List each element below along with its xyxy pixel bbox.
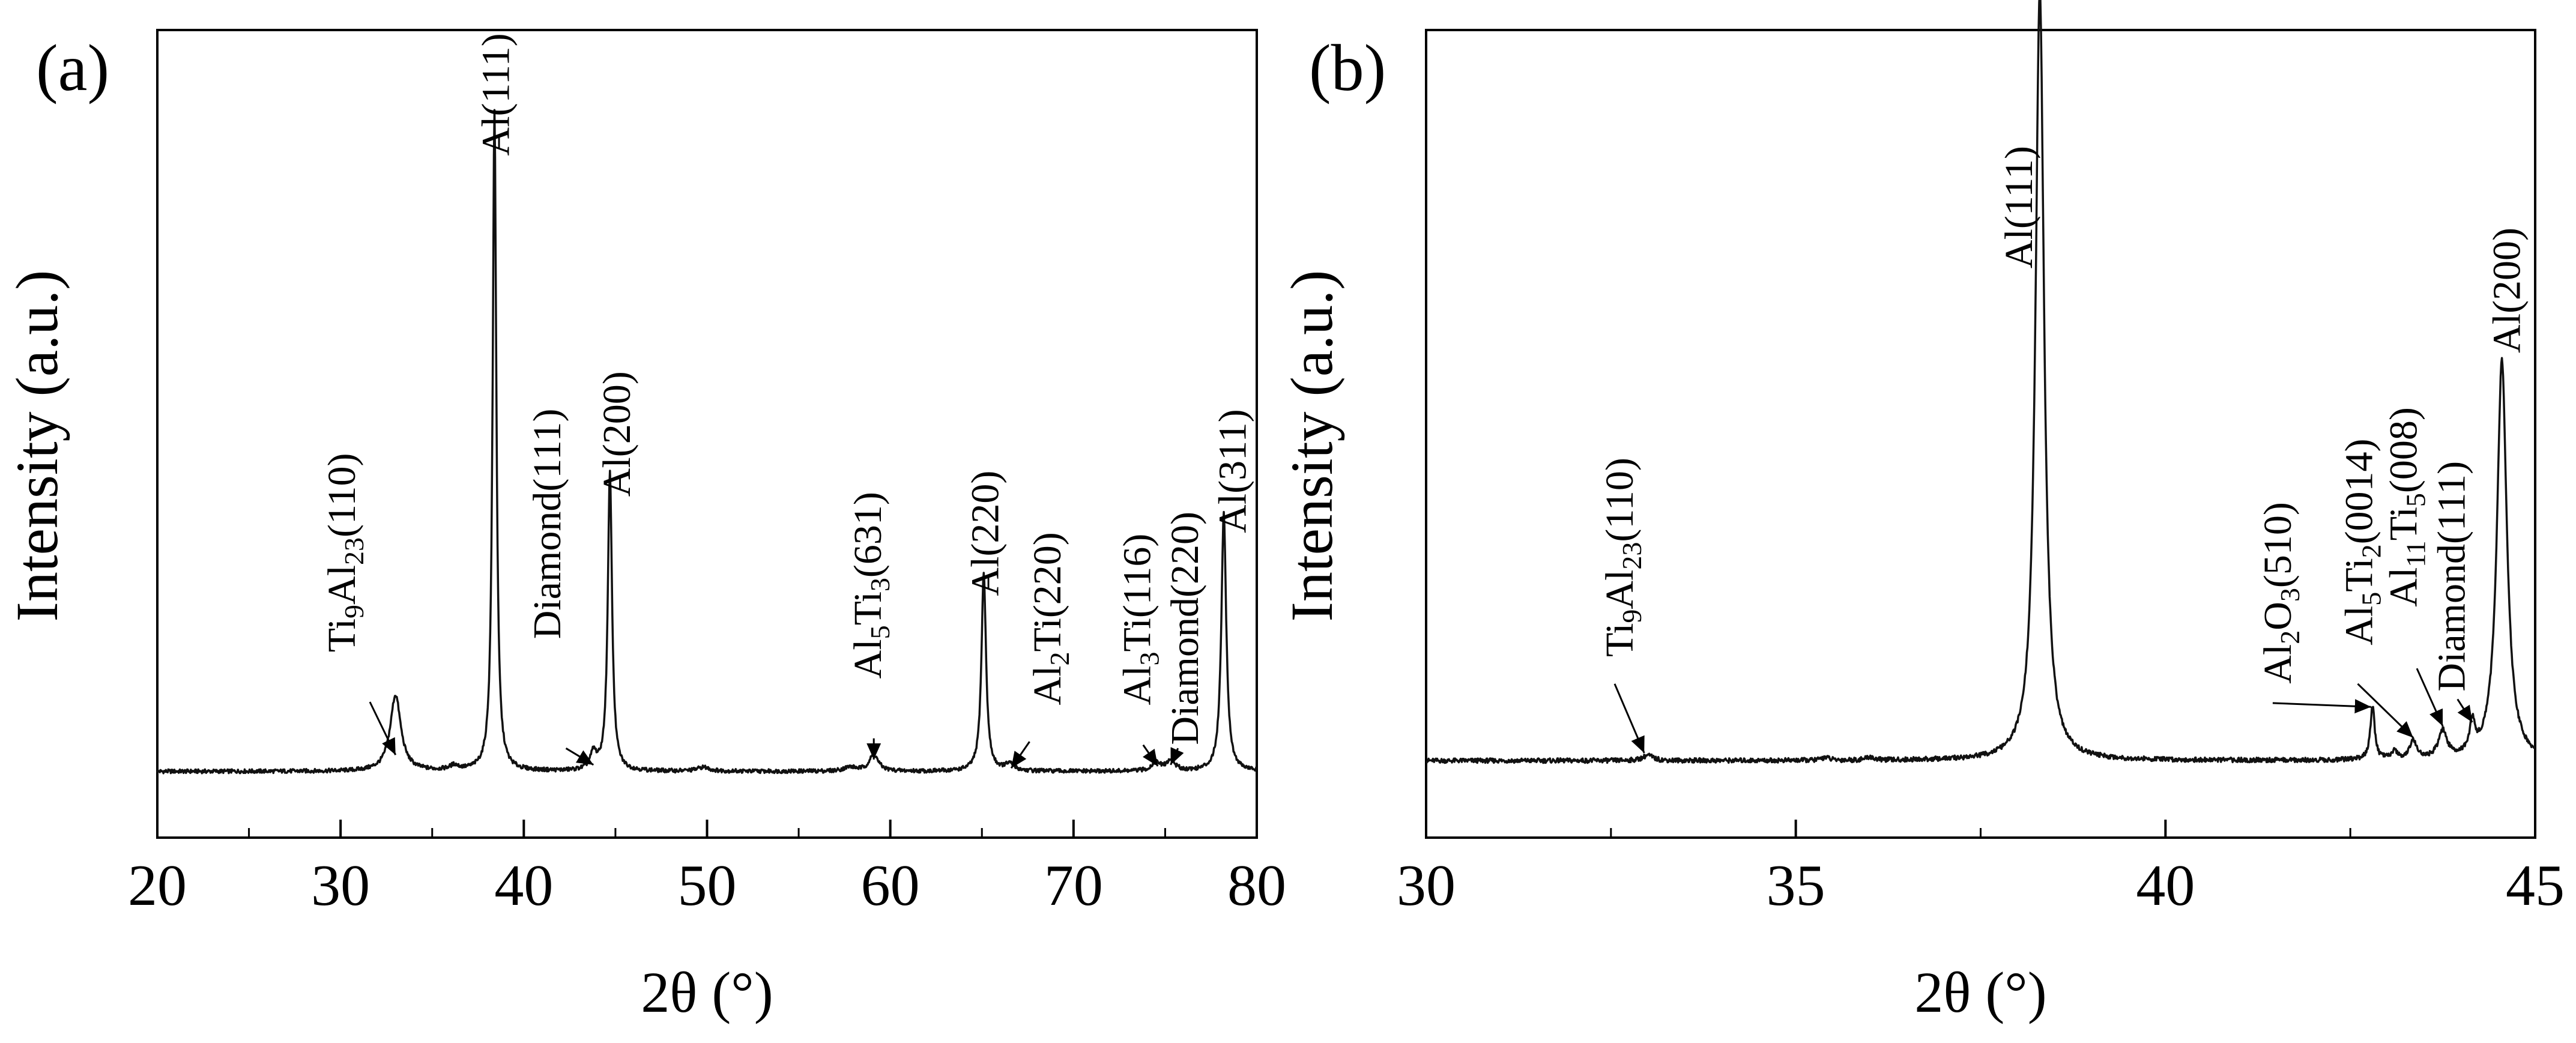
x-tick-label: 30 <box>1397 853 1456 918</box>
annotation-arrow <box>2416 668 2444 727</box>
annotation-arrow <box>2457 698 2473 723</box>
x-tick-label: 80 <box>1227 853 1286 918</box>
peak-annotation: Al5Ti2(0014) <box>2337 438 2386 645</box>
plot-frame <box>1425 29 2536 839</box>
x-tick-label: 60 <box>861 853 920 918</box>
peak-annotation: Diamond(111) <box>525 409 569 639</box>
x-tick-label: 70 <box>1044 853 1103 918</box>
peak-annotation: Al(311) <box>1211 409 1254 533</box>
annotation-arrow <box>2357 683 2414 739</box>
peak-point <box>1170 761 1171 762</box>
annotation-arrow <box>1010 741 1030 769</box>
peak-annotation: Al(200) <box>595 371 639 497</box>
plot-frame <box>156 29 1258 839</box>
peak-annotation: Diamond(111) <box>2429 461 2473 692</box>
peak-annotation: Al(200) <box>2485 228 2529 353</box>
x-tick-label: 50 <box>678 853 737 918</box>
panel-a: 20 30 40 50 60 70 80 2θ (°) Intensity (a.u.) (a) T… <box>4 29 1286 1024</box>
x-tick-label: 40 <box>2136 853 2195 918</box>
peak-annotation: Diamond(220) <box>1163 512 1207 745</box>
panel-label: (a) <box>36 31 109 104</box>
panel-b: 30 35 40 45 2θ (°) Intensity (a.u.) (b) Ti9Al23… <box>1278 0 2565 1024</box>
annotation-arrow <box>1142 744 1159 767</box>
x-tick-label: 35 <box>1767 853 1825 918</box>
annotation-arrow <box>2272 699 2371 714</box>
peak-annotation: Ti9Al23(110) <box>320 453 369 652</box>
peak-annotation: Al(220) <box>963 471 1007 596</box>
annotation-arrow <box>369 701 397 755</box>
peak-annotation: Al3Ti(116) <box>1116 534 1165 706</box>
xrd-spectrum-line <box>156 109 1257 775</box>
peak-annotation: Al(111) <box>474 33 518 156</box>
peak-annotation: Al2O3(510) <box>2256 502 2305 684</box>
peak-annotation: Ti9Al23(110) <box>1598 458 1647 657</box>
peak-annotation: Al5Ti3(631) <box>846 492 895 679</box>
x-tick-label: 45 <box>2506 853 2565 918</box>
x-tick-label: 20 <box>128 853 187 918</box>
peak-annotation: Al11Ti5(008) <box>2381 407 2431 607</box>
annotation-arrow <box>1613 683 1645 754</box>
x-tick-label: 30 <box>311 853 370 918</box>
x-axis-label: 2θ (°) <box>641 960 773 1024</box>
annotation-arrow <box>1170 747 1184 766</box>
peak-annotation: Al(111) <box>1997 146 2041 268</box>
x-axis-label: 2θ (°) <box>1914 960 2046 1024</box>
panel-label: (b) <box>1309 31 1386 104</box>
annotation-arrow <box>565 747 594 766</box>
peak-annotation: Al2Ti(220) <box>1026 532 1075 705</box>
y-axis-label: Intensity (a.u.) <box>1278 270 1345 622</box>
xrd-spectrum-line <box>1426 0 2536 764</box>
peak-point <box>1009 764 1010 765</box>
x-tick-label: 40 <box>494 853 553 918</box>
y-axis-label: Intensity (a.u.) <box>4 270 70 622</box>
